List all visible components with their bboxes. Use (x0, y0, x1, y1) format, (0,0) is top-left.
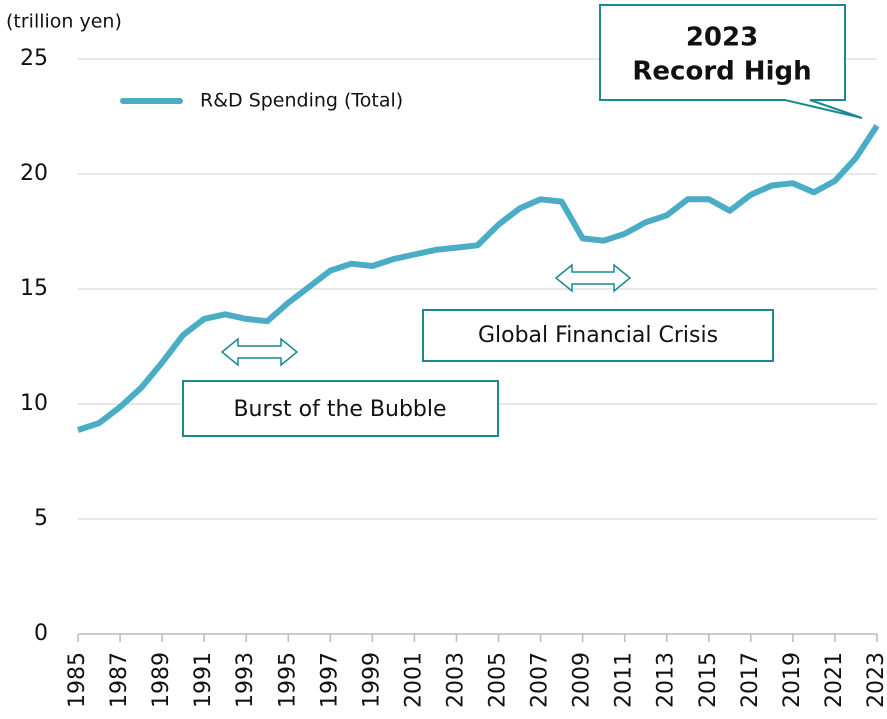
callout-box (599, 4, 863, 119)
y-tick-label: 10 (20, 391, 48, 416)
annotation-box (182, 380, 499, 437)
x-tick-label: 2017 (738, 652, 763, 708)
y-tick-label: 5 (34, 506, 48, 531)
annotation-box (422, 309, 774, 362)
x-tick-label: 2013 (654, 652, 679, 708)
x-tick-label: 2003 (443, 652, 468, 708)
x-tick-label: 2005 (486, 652, 511, 708)
x-tick-label: 1987 (107, 652, 132, 708)
x-tick-label: 2009 (570, 652, 595, 708)
annotation: Burst of the Bubble (233, 397, 446, 422)
y-tick-label: 25 (20, 46, 48, 71)
x-tick-label: 1989 (149, 652, 174, 708)
period-arrow (220, 337, 299, 367)
x-tick-label: 2015 (696, 652, 721, 708)
y-tick-label: 0 (34, 621, 48, 646)
data-line (77, 124, 880, 433)
x-tick-label: 2019 (780, 652, 805, 708)
y-tick-label: 15 (20, 276, 48, 301)
x-tick-label: 1993 (233, 652, 258, 708)
x-tick-label: 1999 (359, 652, 384, 708)
period-arrow (554, 263, 632, 293)
annotation: Global Financial Crisis (478, 323, 718, 348)
x-tick-label: 2011 (612, 652, 637, 708)
x-tick-label: 2007 (528, 652, 553, 708)
x-tick-label: 2023 (864, 652, 887, 708)
y-axis-label: (trillion yen) (6, 11, 122, 33)
x-tick-label: 1991 (191, 652, 216, 708)
legend-label: R&D Spending (Total) (200, 90, 403, 112)
x-tick-label: 1995 (275, 652, 300, 708)
x-tick-label: 2001 (401, 652, 426, 708)
x-tick-label: 1985 (65, 652, 90, 708)
annotation: 2023 (686, 23, 758, 53)
x-tick-label: 2021 (822, 652, 847, 708)
y-tick-label: 20 (20, 161, 48, 186)
x-tick-label: 1997 (317, 652, 342, 708)
annotation: Record High (632, 57, 811, 87)
